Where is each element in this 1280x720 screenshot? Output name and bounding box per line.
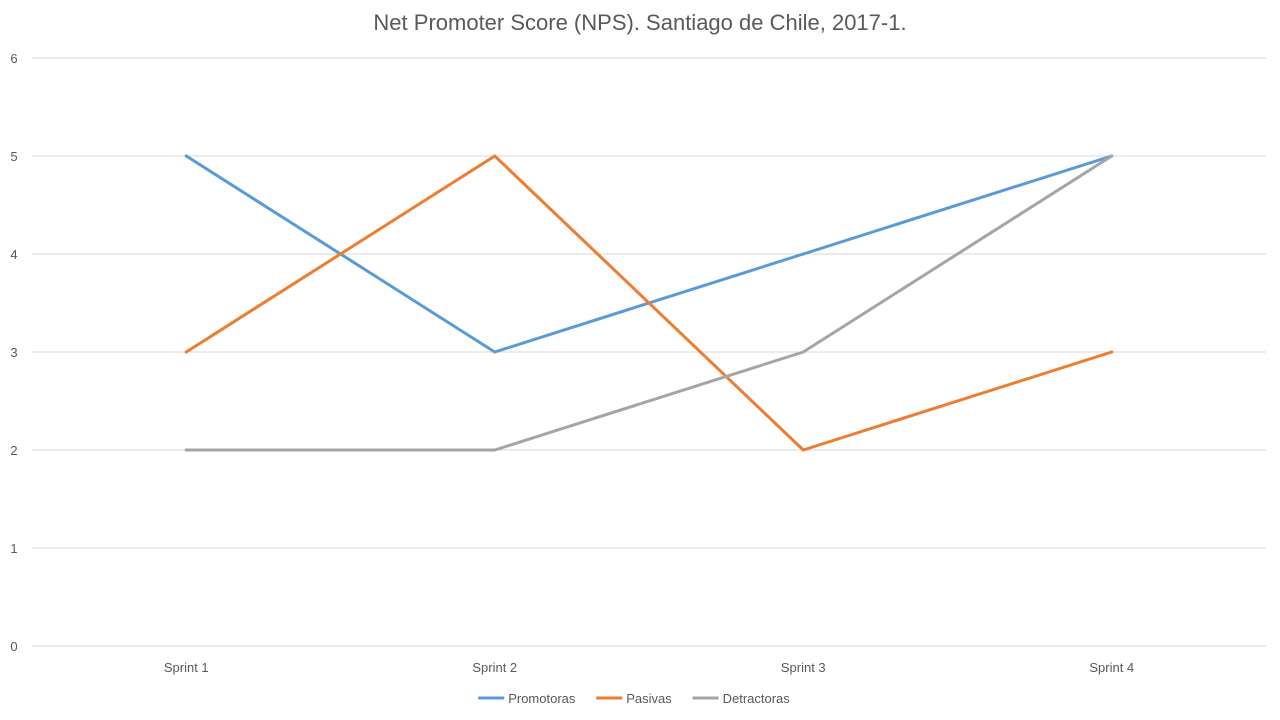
data-point-detractoras	[493, 448, 497, 452]
y-tick-label: 2	[10, 443, 17, 458]
y-tick-label: 5	[10, 149, 17, 164]
legend-item: Pasivas	[596, 691, 672, 706]
data-point-pasivas	[801, 448, 805, 452]
data-point-promotoras	[493, 350, 497, 354]
data-point-promotoras	[801, 252, 805, 256]
y-tick-label: 3	[10, 345, 17, 360]
y-tick-label: 0	[10, 639, 17, 654]
data-point-promotoras	[184, 154, 188, 158]
data-point-detractoras	[184, 448, 188, 452]
legend-label: Detractoras	[723, 691, 791, 706]
legend-item: Detractoras	[692, 691, 791, 706]
y-axis-ticks: 0 1 2 3 4 5 6	[10, 51, 17, 654]
legend-label: Pasivas	[626, 691, 672, 706]
y-tick-label: 4	[10, 247, 17, 262]
series-line-pasivas	[184, 154, 1114, 452]
y-tick-label: 1	[10, 541, 17, 556]
data-point-pasivas	[184, 350, 188, 354]
legend-item: Promotoras	[478, 691, 576, 706]
series-line-detractoras	[184, 154, 1114, 452]
legend-label: Promotoras	[508, 691, 576, 706]
series-lines	[184, 154, 1114, 452]
chart-title: Net Promoter Score (NPS). Santiago de Ch…	[373, 10, 907, 35]
x-tick-label: Sprint 2	[472, 660, 517, 675]
data-point-pasivas	[1110, 350, 1114, 354]
y-tick-label: 6	[10, 51, 17, 66]
x-axis-ticks: Sprint 1 Sprint 2 Sprint 3 Sprint 4	[164, 660, 1134, 675]
x-tick-label: Sprint 1	[164, 660, 209, 675]
data-point-detractoras	[801, 350, 805, 354]
data-point-pasivas	[493, 154, 497, 158]
gridlines	[32, 57, 1266, 647]
data-point-detractoras	[1110, 154, 1114, 158]
x-tick-label: Sprint 3	[781, 660, 826, 675]
x-tick-label: Sprint 4	[1089, 660, 1134, 675]
legend: Promotoras Pasivas Detractoras	[478, 691, 790, 706]
